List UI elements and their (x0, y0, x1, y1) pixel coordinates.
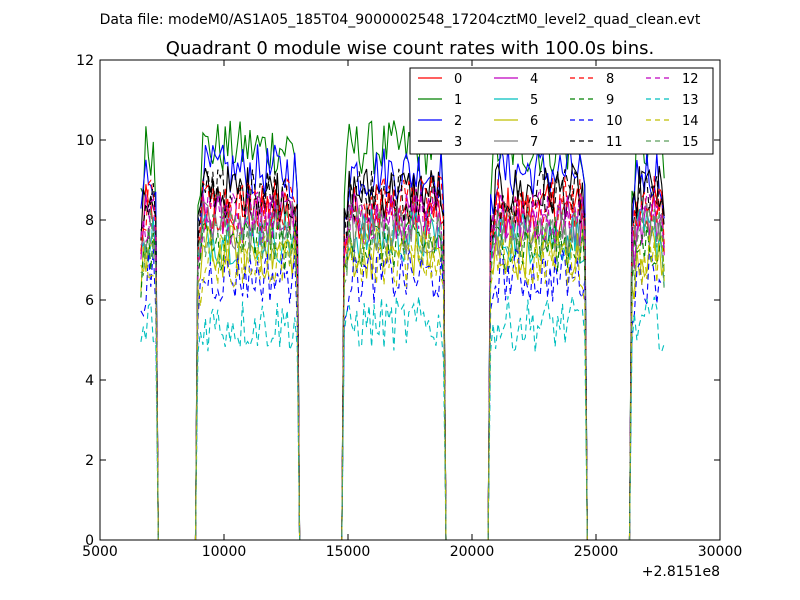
series-lines (140, 120, 665, 540)
x-tick-label: 15000 (326, 544, 371, 560)
legend-label-15: 15 (682, 135, 699, 150)
series-line-15 (140, 207, 665, 540)
legend-label-7: 7 (530, 135, 538, 150)
legend-label-12: 12 (682, 72, 699, 87)
y-tick-label: 10 (76, 133, 94, 149)
x-tick-label: 20000 (450, 544, 495, 560)
series-line-12 (140, 187, 665, 540)
legend-label-0: 0 (454, 72, 462, 87)
legend-label-6: 6 (530, 114, 538, 129)
figure-suptitle: Data file: modeM0/AS1A05_185T04_90000025… (100, 12, 701, 28)
x-tick-label: 5000 (82, 544, 118, 560)
x-tick-label: 25000 (574, 544, 619, 560)
y-tick-label: 4 (85, 373, 94, 389)
x-axis-offset-label: +2.8151e8 (642, 564, 720, 580)
legend-label-2: 2 (454, 114, 462, 129)
series-line-13 (140, 296, 665, 540)
y-tick-label: 6 (85, 293, 94, 309)
legend-label-14: 14 (682, 114, 699, 129)
series-line-0 (140, 184, 665, 540)
x-axis: 5000 10000 15000 20000 25000 30000 (82, 60, 742, 560)
series-line-14 (140, 231, 665, 540)
legend-label-1: 1 (454, 93, 462, 108)
series-line-3 (140, 162, 665, 540)
y-tick-label: 8 (85, 213, 94, 229)
legend-frame (409, 67, 714, 155)
legend-label-13: 13 (682, 93, 699, 108)
legend-label-9: 9 (606, 93, 614, 108)
y-tick-label: 2 (85, 453, 94, 469)
legend-label-4: 4 (530, 72, 538, 87)
y-tick-label: 0 (85, 533, 94, 549)
y-tick-label: 12 (76, 53, 94, 69)
legend-label-5: 5 (530, 93, 538, 108)
chart-title: Quadrant 0 module wise count rates with … (166, 38, 655, 59)
legend-label-10: 10 (606, 114, 623, 129)
legend-label-11: 11 (606, 135, 623, 150)
series-line-11 (140, 168, 665, 540)
series-line-8 (140, 175, 665, 540)
x-tick-label: 10000 (202, 544, 247, 560)
legend-label-3: 3 (454, 135, 462, 150)
x-tick-label: 30000 (698, 544, 743, 560)
legend-label-8: 8 (606, 72, 614, 87)
series-line-10 (140, 248, 665, 540)
